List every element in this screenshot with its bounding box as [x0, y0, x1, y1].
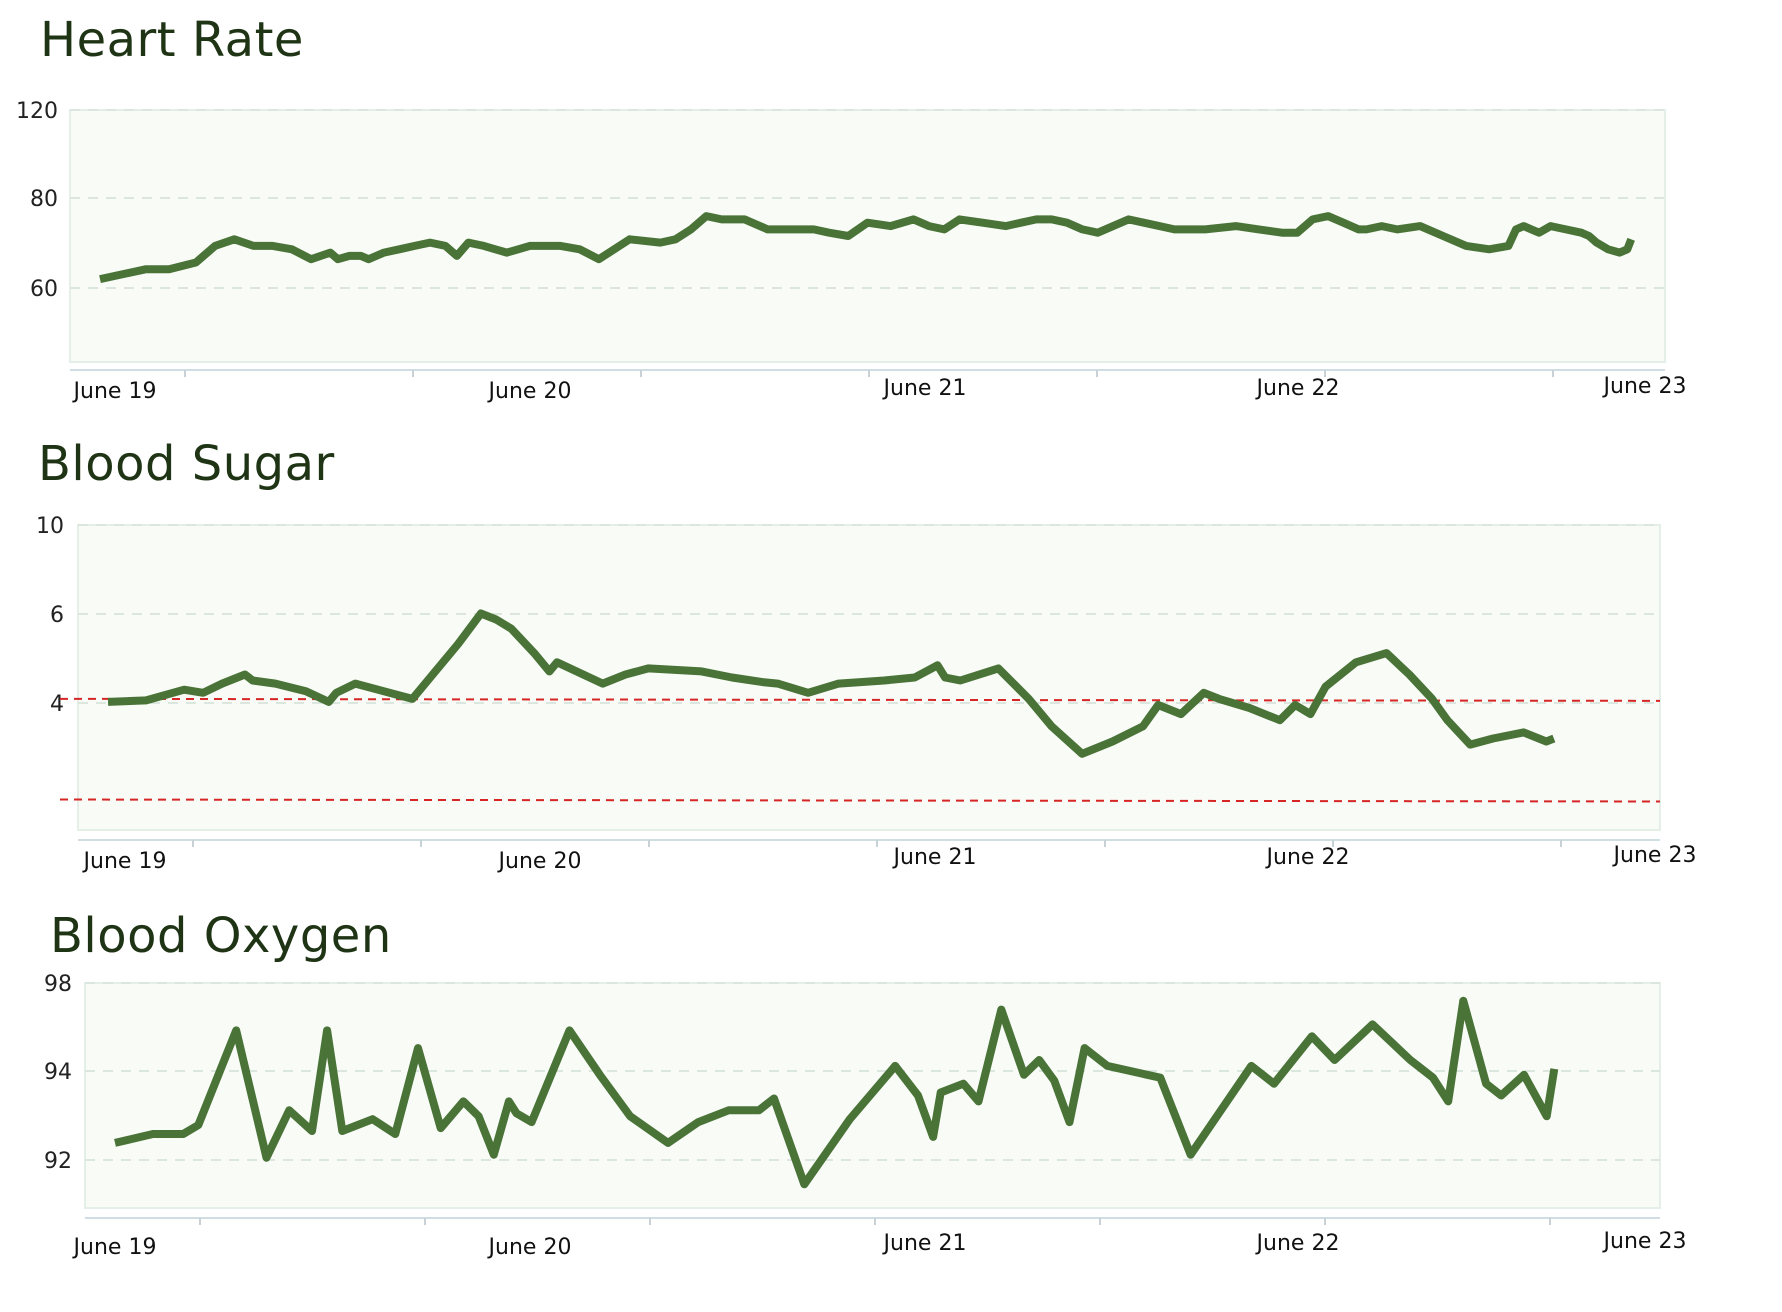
- x-tick-label: June 22: [1265, 845, 1350, 870]
- x-tick-label: June 21: [892, 845, 977, 870]
- chart-group: 120 80 60 June 19 June 20 June 21 June 22 June …: [16, 99, 1686, 404]
- plot-area: [77, 524, 1661, 831]
- reference-line: [59, 697, 1661, 702]
- x-tick-label: June 21: [882, 376, 967, 401]
- reference-line: [59, 798, 1661, 803]
- x-tick-label: June 19: [72, 1235, 157, 1260]
- chart-title: Heart Rate: [40, 12, 304, 68]
- series-line: [114, 996, 1559, 1189]
- plot-area: [84, 982, 1661, 1209]
- chart-title: Blood Sugar: [38, 436, 335, 492]
- y-tick-label: 92: [44, 1149, 72, 1174]
- x-tick-label: June 22: [1255, 1231, 1340, 1256]
- heart-rate-chart: 120 80 60 June 19 June 20 June 21 June 22 June …: [16, 99, 1686, 404]
- y-tick-label: 120: [16, 99, 58, 124]
- y-tick-label: 10: [36, 514, 64, 539]
- chart-group: 98 94 92 June 19 June 20 June 21 June 22 June 2…: [44, 972, 1686, 1260]
- y-tick-label: 94: [44, 1060, 72, 1085]
- x-tick-label: June 21: [882, 1231, 967, 1256]
- x-tick-label: June 20: [487, 1235, 572, 1260]
- x-tick-label: June 23: [1602, 1229, 1687, 1254]
- y-tick-label: 98: [44, 972, 72, 997]
- y-tick-label: 80: [30, 187, 58, 212]
- series-line: [107, 609, 1556, 758]
- x-tick-label: June 20: [497, 849, 582, 874]
- x-tick-label: June 19: [82, 849, 167, 874]
- x-tick-label: June 19: [72, 379, 157, 404]
- y-tick-label: 60: [30, 277, 58, 302]
- x-tick-label: June 22: [1255, 376, 1340, 401]
- y-tick-label: 4: [50, 692, 64, 717]
- series-line: [99, 212, 1635, 284]
- chart-group: 10 6 4 June 19 June 20 June 21 June 22 June 23: [36, 514, 1696, 874]
- x-tick-label: June 23: [1612, 843, 1697, 868]
- chart-title: Blood Oxygen: [50, 908, 392, 964]
- x-tick-label: June 23: [1602, 374, 1687, 399]
- x-tick-label: June 20: [487, 379, 572, 404]
- plot-area: [69, 109, 1666, 363]
- heart-rate-panel: Heart Rate 120 80 60 June 19 June 20 June 21 J…: [0, 0, 1782, 404]
- y-tick-label: 6: [50, 603, 64, 628]
